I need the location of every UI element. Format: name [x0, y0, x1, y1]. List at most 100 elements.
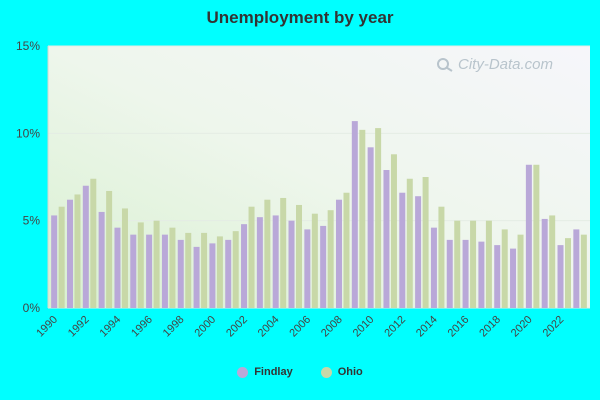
bar-findlay-2008	[335, 199, 342, 308]
legend-label-ohio: Ohio	[337, 366, 363, 378]
bar-ohio-2017	[485, 220, 492, 308]
bar-ohio-2008	[343, 192, 350, 308]
y-tick-label: 10%	[16, 126, 40, 140]
x-tick-label: 2000	[192, 314, 218, 340]
bar-findlay-2023	[573, 229, 580, 308]
bar-ohio-2000	[216, 236, 223, 308]
x-tick-label: 2022	[541, 314, 567, 340]
bar-findlay-2006	[304, 229, 311, 308]
bar-ohio-2007	[327, 210, 334, 308]
x-tick-label: 1994	[98, 314, 124, 340]
bar-ohio-1995	[137, 222, 144, 308]
bar-ohio-2012	[406, 178, 413, 308]
bar-ohio-1994	[121, 208, 128, 308]
bar-ohio-2022	[565, 238, 572, 308]
bar-ohio-2005	[296, 204, 303, 308]
bar-ohio-2010	[375, 128, 382, 308]
x-tick-label: 2014	[414, 314, 440, 340]
x-tick-label: 1998	[161, 314, 187, 340]
x-tick-label: 2018	[477, 314, 503, 340]
bar-findlay-1992	[82, 185, 89, 308]
legend-label-findlay: Findlay	[254, 366, 293, 378]
bar-findlay-1996	[146, 234, 153, 308]
legend-swatch-findlay	[237, 366, 249, 378]
bar-ohio-2021	[549, 215, 556, 308]
bar-ohio-2015	[454, 220, 461, 308]
x-tick-label: 2006	[287, 314, 313, 340]
bar-findlay-2003	[256, 217, 263, 308]
bar-ohio-2018	[501, 229, 508, 308]
x-tick-label: 2010	[351, 314, 377, 340]
bar-ohio-2009	[359, 129, 366, 308]
bar-findlay-2011	[383, 170, 390, 308]
bar-ohio-2016	[470, 220, 477, 308]
plot-area	[48, 46, 590, 308]
bar-findlay-1990	[51, 215, 58, 308]
bar-ohio-1998	[185, 232, 192, 308]
bar-findlay-2007	[320, 225, 327, 308]
bar-findlay-2001	[225, 239, 232, 308]
legend-item-findlay: Findlay	[237, 366, 293, 378]
bar-ohio-2013	[422, 177, 429, 308]
x-tick-label: 2004	[256, 314, 282, 340]
bar-ohio-1990	[58, 206, 65, 308]
bar-findlay-1994	[114, 227, 121, 308]
watermark: City-Data.com	[436, 56, 553, 73]
x-tick-label: 1990	[34, 314, 60, 340]
bar-findlay-2019	[510, 248, 517, 308]
bar-ohio-2002	[248, 206, 255, 308]
bar-findlay-2022	[557, 245, 564, 308]
legend-swatch-ohio	[320, 366, 332, 378]
bar-findlay-2004	[272, 215, 279, 308]
bar-findlay-2016	[462, 239, 469, 308]
x-tick-label: 2016	[446, 314, 472, 340]
bar-findlay-1995	[130, 234, 137, 308]
bar-findlay-1999	[193, 246, 200, 308]
bar-ohio-2014	[438, 206, 445, 308]
legend-item-ohio: Ohio	[320, 366, 363, 378]
y-tick-label: 5%	[23, 214, 41, 228]
watermark-text: City-Data.com	[458, 56, 554, 73]
bar-ohio-2023	[580, 234, 587, 308]
bar-findlay-2012	[399, 192, 406, 308]
x-tick-label: 2020	[509, 314, 535, 340]
bar-findlay-2020	[525, 164, 532, 308]
magnifier-icon	[436, 57, 454, 72]
bar-findlay-2021	[541, 218, 548, 308]
bar-ohio-2004	[280, 197, 287, 308]
bar-findlay-1998	[177, 239, 184, 308]
bar-ohio-2006	[311, 213, 318, 308]
bar-ohio-2019	[517, 234, 524, 308]
x-tick-label: 1992	[66, 314, 92, 340]
bar-ohio-1993	[106, 190, 113, 308]
bar-ohio-1992	[90, 178, 97, 308]
bar-findlay-1997	[161, 234, 168, 308]
bar-ohio-1996	[153, 220, 160, 308]
legend: Findlay Ohio	[0, 366, 600, 378]
bar-findlay-2014	[430, 227, 437, 308]
x-tick-label: 2008	[319, 314, 345, 340]
bar-ohio-1991	[74, 194, 81, 308]
chart-title: Unemployment by year	[206, 8, 394, 27]
bar-findlay-2010	[367, 147, 374, 308]
bar-findlay-2017	[478, 241, 485, 308]
x-tick-label: 2002	[224, 314, 250, 340]
bars	[51, 121, 587, 308]
bar-findlay-2013	[415, 196, 422, 308]
y-tick-label: 15%	[16, 39, 40, 53]
bar-findlay-2015	[446, 239, 453, 308]
y-axis: 0% 5% 10% 15%	[16, 39, 40, 315]
bar-ohio-1999	[201, 232, 208, 308]
bar-findlay-2018	[494, 245, 501, 308]
bar-ohio-2003	[264, 199, 271, 308]
y-tick-label: 0%	[23, 301, 41, 315]
bar-ohio-2011	[390, 154, 397, 308]
x-tick-label: 1996	[129, 314, 155, 340]
bar-findlay-2000	[209, 243, 216, 308]
bar-ohio-2001	[232, 231, 239, 308]
x-tick-label: 2012	[382, 314, 408, 340]
bar-findlay-2005	[288, 220, 295, 308]
bar-ohio-1997	[169, 227, 176, 308]
bar-ohio-2020	[533, 164, 540, 308]
